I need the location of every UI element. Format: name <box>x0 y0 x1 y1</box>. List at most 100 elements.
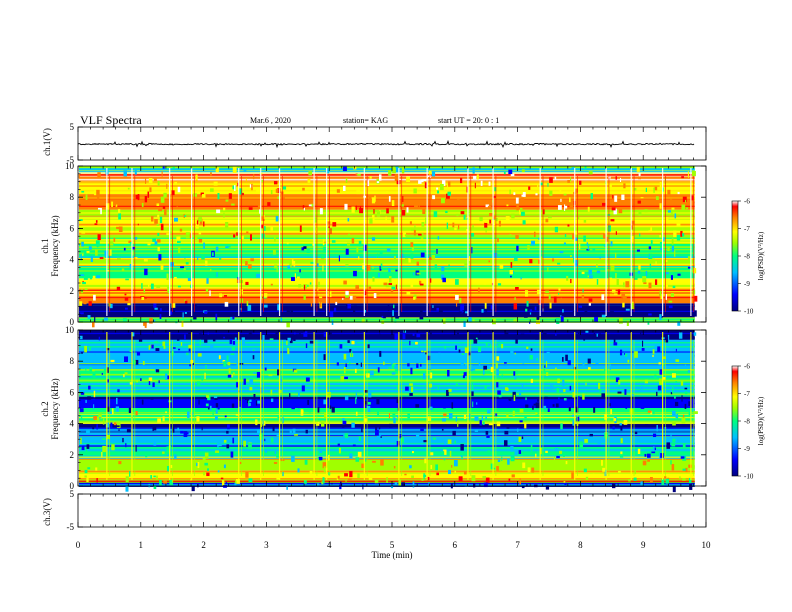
spectrum-speckle <box>672 410 676 417</box>
spectrum-speckle <box>150 216 154 222</box>
spectrum-speckle <box>365 458 367 462</box>
ch2-colorbar-ticks: -6-7-8-9-10 <box>738 363 754 481</box>
spectrum-stripe <box>79 446 695 449</box>
spectrum-speckle <box>149 187 152 193</box>
spectrum-speckle <box>411 245 414 252</box>
spectrum-speckle <box>328 439 333 441</box>
spectrum-speckle <box>671 373 676 378</box>
spectrum-speckle <box>270 398 274 402</box>
spectrum-speckle <box>235 413 240 416</box>
spectrum-speckle <box>118 226 123 233</box>
spectrum-speckle <box>248 264 252 269</box>
spectrum-speckle <box>280 197 285 199</box>
sferic-line <box>577 340 578 476</box>
spectrum-speckle <box>228 368 231 374</box>
spectrum-speckle <box>398 309 401 315</box>
spectrum-stripe <box>79 427 695 429</box>
sferic-line <box>366 340 368 476</box>
spectrum-speckle <box>162 206 166 209</box>
spectrum-speckle <box>529 309 533 313</box>
spectrum-speckle <box>657 346 661 353</box>
spectrum-speckle <box>234 185 236 191</box>
ch3-voltage-label: ch.3(V) <box>42 498 52 526</box>
spectrum-speckle <box>174 454 177 460</box>
spectrum-speckle <box>249 332 252 339</box>
spectrum-speckle <box>364 400 368 405</box>
spectrum-speckle <box>485 204 490 208</box>
spectrum-speckle <box>668 305 673 309</box>
spectrum-speckle <box>355 340 357 344</box>
spectrum-speckle <box>477 346 482 353</box>
sferic-line <box>260 332 262 480</box>
spectrum-speckle <box>391 286 396 290</box>
spectrum-speckle <box>231 347 236 351</box>
spectrum-stripe <box>79 449 695 452</box>
sferic-line <box>574 168 576 316</box>
spectrum-speckle <box>277 304 281 311</box>
spectrum-speckle <box>577 216 580 220</box>
spectrum-stripe <box>79 482 695 485</box>
spectrum-stripe <box>79 267 695 268</box>
spectrum-stripe <box>79 332 695 335</box>
spectrum-speckle <box>564 204 566 211</box>
spectrum-speckle <box>256 371 261 378</box>
sferic-line <box>492 332 494 480</box>
date-label: Mar.6 , 2020 <box>250 116 291 125</box>
ch1-waveform-trace <box>77 139 695 149</box>
spectrum-speckle <box>243 440 246 447</box>
spectrum-speckle <box>347 304 352 309</box>
spectrum-speckle <box>348 213 352 216</box>
spectrum-speckle <box>186 352 189 356</box>
spectrum-speckle <box>413 188 417 194</box>
ch1-voltage-label: ch.1(V) <box>42 128 52 156</box>
spectrum-speckle <box>666 442 671 449</box>
spectrum-speckle <box>589 436 594 440</box>
spectrum-speckle <box>322 477 325 484</box>
spectrum-speckle <box>376 181 380 184</box>
spectrum-speckle <box>554 226 559 233</box>
spectrum-speckle <box>644 440 649 443</box>
spectrum-speckle <box>288 347 291 350</box>
spectrum-speckle <box>529 312 532 315</box>
spectrum-speckle <box>276 473 281 480</box>
spectrum-speckle <box>215 408 218 414</box>
spectrum-speckle <box>689 483 693 490</box>
spectrum-speckle <box>557 378 560 384</box>
spectrum-speckle <box>538 259 541 264</box>
spectrum-speckle <box>116 425 120 428</box>
spectrum-speckle <box>289 261 292 268</box>
spectrum-stripe <box>79 467 695 470</box>
spectrum-speckle <box>653 187 655 193</box>
spectrum-speckle <box>102 418 105 425</box>
spectrum-speckle <box>654 186 658 191</box>
spectrum-speckle <box>619 452 624 458</box>
spectrum-speckle <box>647 410 652 413</box>
spectrum-speckle <box>232 316 235 320</box>
spectrum-speckle <box>86 444 90 449</box>
sferic-line <box>278 332 281 480</box>
spectrum-speckle <box>92 275 96 279</box>
spectrum-speckle <box>332 222 337 227</box>
spectrum-speckle <box>364 390 368 393</box>
spectrum-speckle <box>323 466 326 472</box>
spectrum-speckle <box>117 389 120 393</box>
spectrum-speckle <box>587 275 590 278</box>
spectrum-speckle <box>437 236 440 240</box>
sferic-line <box>106 332 108 480</box>
spectrum-speckle <box>148 345 151 350</box>
spectrum-speckle <box>242 438 245 441</box>
colorbar-tick-label: -8 <box>744 253 750 261</box>
spectrum-stripe <box>79 215 695 217</box>
sferic-line <box>363 168 365 316</box>
x-tick-label: 7 <box>515 540 520 550</box>
spectrum-speckle <box>343 353 347 360</box>
spectrum-speckle <box>107 269 110 272</box>
spectrum-speckle <box>519 408 524 413</box>
spectrum-speckle <box>458 349 461 353</box>
spectrum-speckle <box>691 195 694 201</box>
spectrum-speckle <box>451 402 454 409</box>
spectrum-speckle <box>569 354 571 358</box>
y-tick-label: 8 <box>70 356 75 366</box>
spectrum-speckle <box>156 224 160 226</box>
spectrum-speckle <box>204 452 209 459</box>
